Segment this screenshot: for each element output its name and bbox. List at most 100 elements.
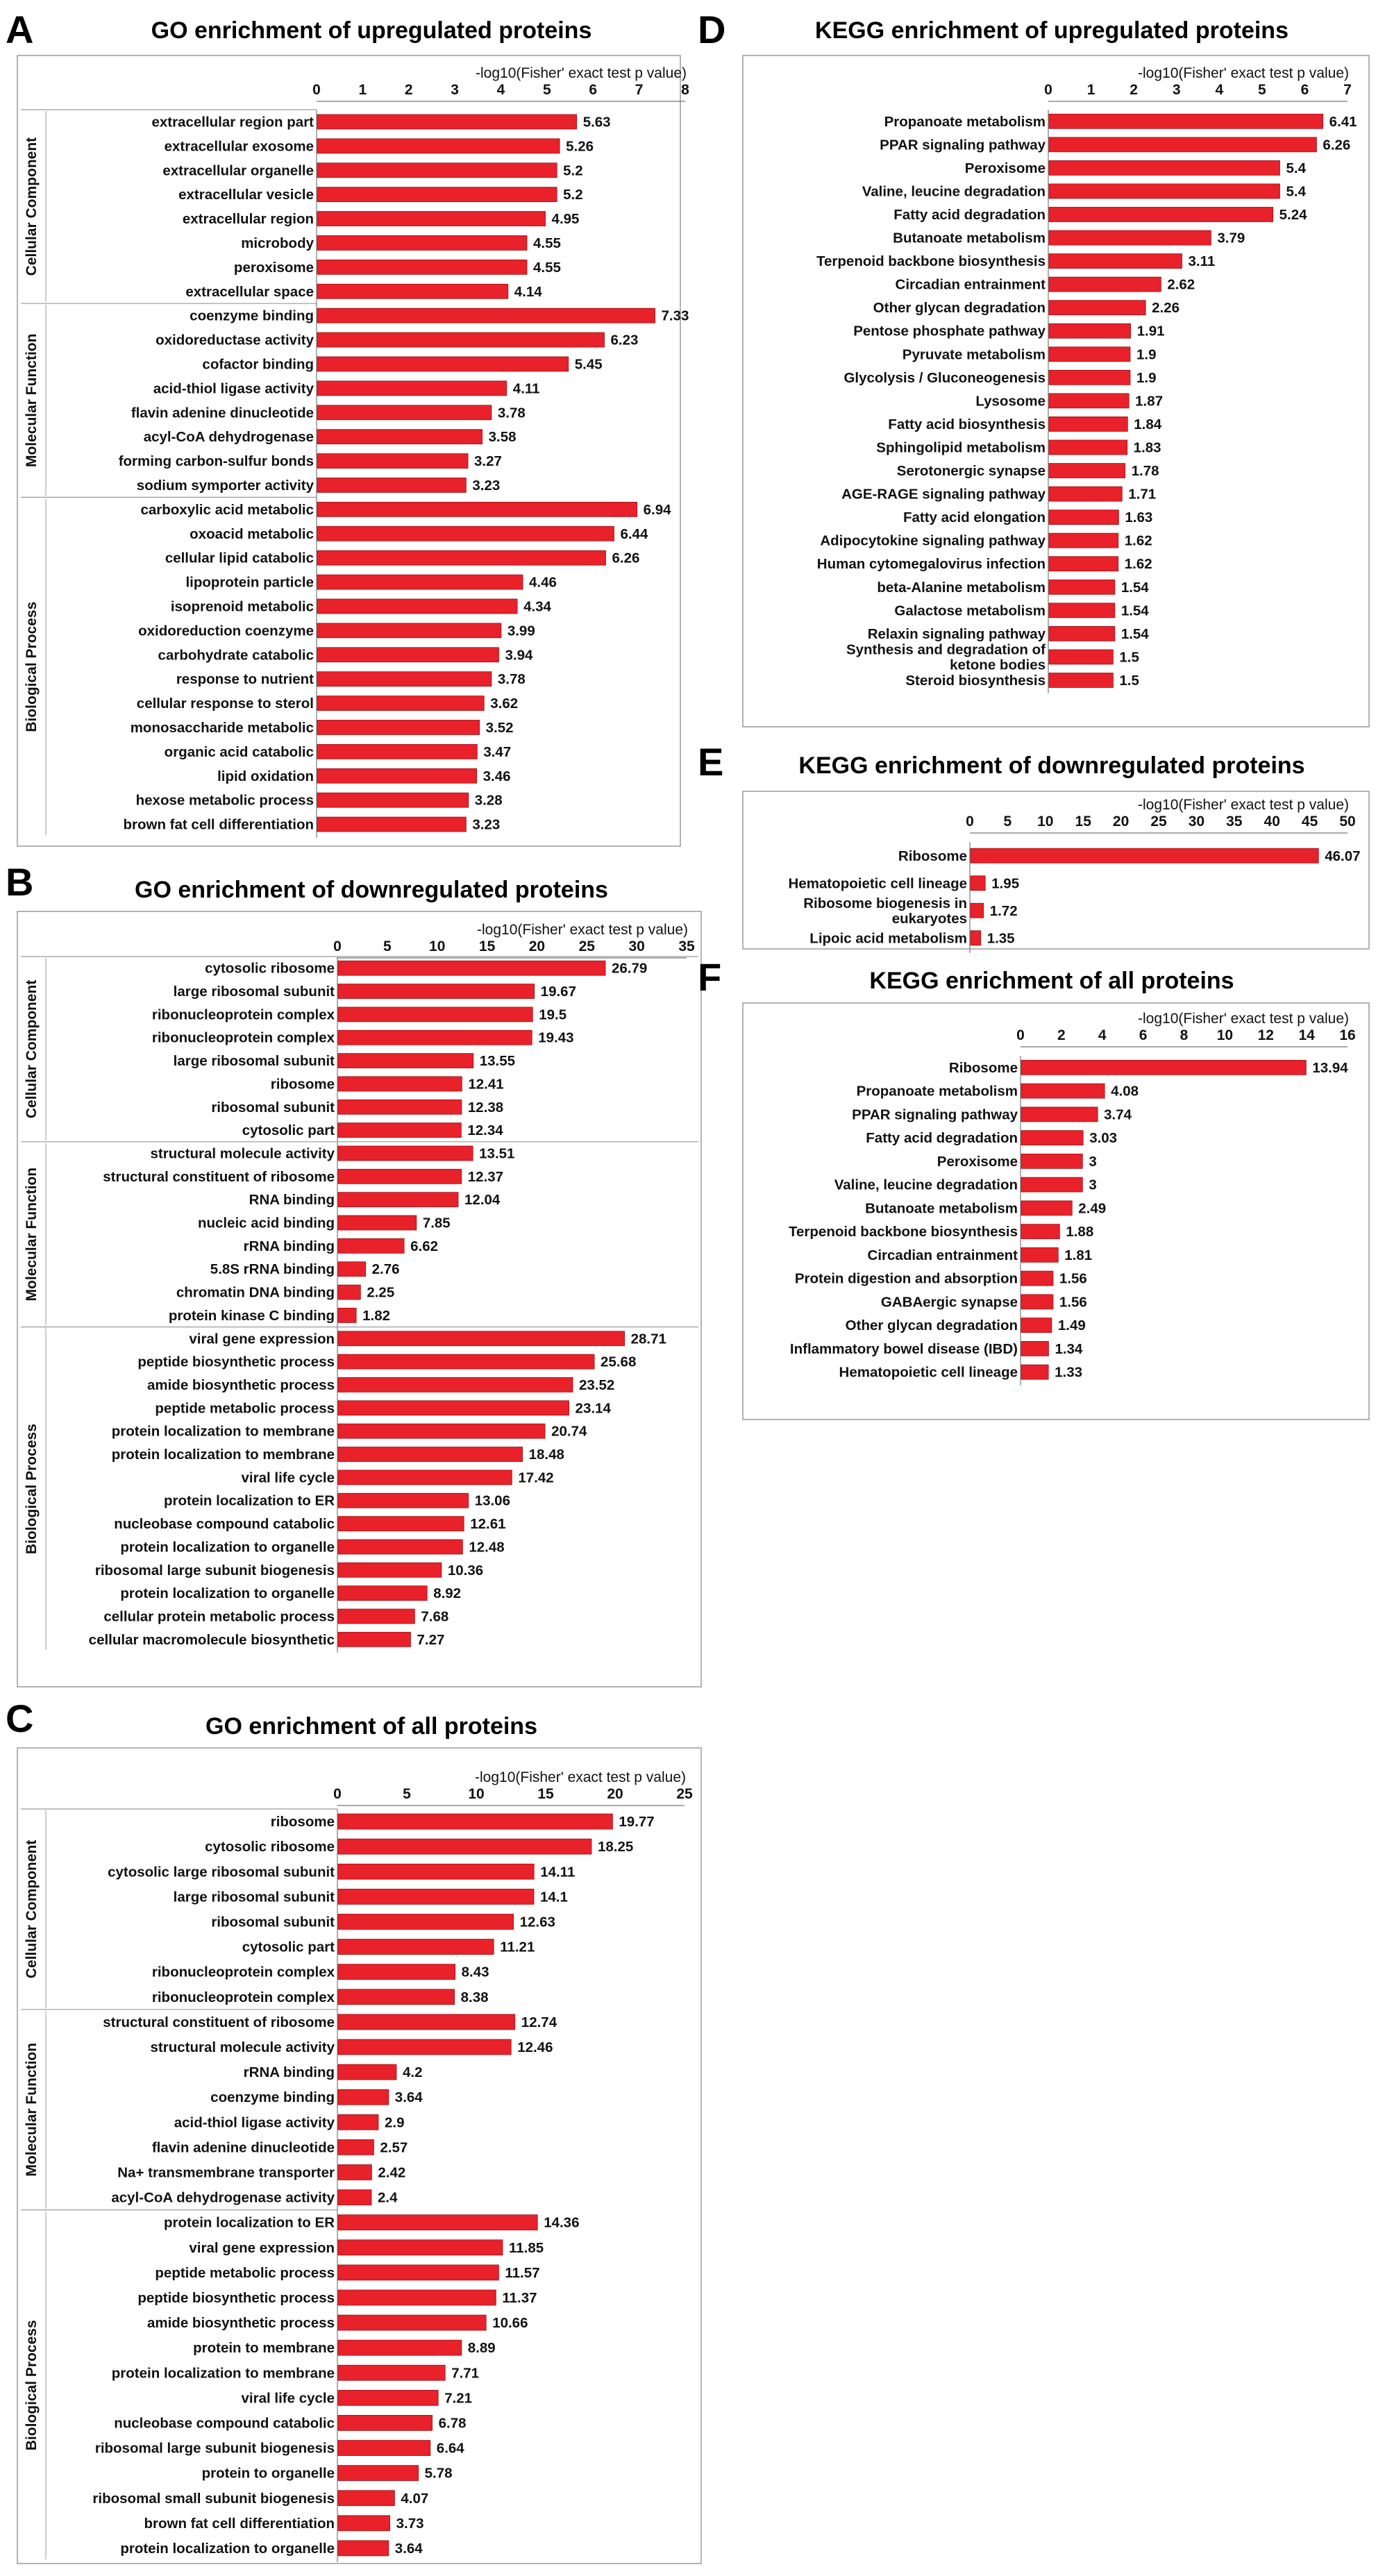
category-label: isoprenoid metabolic [171, 598, 314, 614]
value-label: 13.06 [475, 1493, 510, 1509]
bar [337, 2089, 389, 2105]
bar [317, 623, 502, 639]
bar [1048, 532, 1119, 548]
category-label: viral gene expression [189, 1331, 335, 1347]
bar [337, 1631, 411, 1647]
x-tick-label: 0 [966, 814, 974, 830]
category-label: acyl-CoA dehydrogenase [144, 429, 314, 445]
bar [337, 1308, 357, 1323]
value-label: 1.9 [1136, 346, 1157, 362]
value-label: 14.11 [540, 1864, 575, 1880]
value-label: 6.64 [437, 2441, 464, 2457]
bar [1048, 183, 1280, 199]
category-label: lipoprotein particle [185, 575, 314, 591]
bar [337, 1914, 514, 1930]
category-label: protein localization to membrane [112, 2365, 335, 2381]
bar [337, 2039, 512, 2055]
bar [317, 696, 485, 711]
category-label: Hematopoietic cell lineage [839, 1365, 1018, 1381]
x-tick-label: 6 [1139, 1027, 1148, 1043]
value-label: 3.27 [474, 453, 502, 469]
value-label: 12.74 [521, 2014, 557, 2030]
bar [337, 1813, 613, 1830]
category-label: Steroid biosynthesis [905, 673, 1046, 689]
bar [317, 574, 523, 590]
category-label: GABAergic synapse [881, 1294, 1018, 1310]
bar [337, 2189, 372, 2205]
category-label: cytosolic ribosome [205, 1839, 335, 1855]
bar [317, 380, 507, 396]
value-label: 1.63 [1125, 510, 1152, 525]
bar [337, 1863, 535, 1880]
category-label: acid-thiol ligase activity [153, 380, 314, 396]
bar [1048, 579, 1116, 595]
value-label: 7.68 [421, 1608, 448, 1624]
bar [317, 720, 480, 735]
value-label: 6.41 [1329, 114, 1357, 130]
bar [1021, 1059, 1307, 1075]
value-label: 19.67 [541, 984, 576, 1000]
bar [317, 356, 569, 372]
bar [337, 1423, 546, 1439]
bar [1021, 1153, 1083, 1169]
bar [337, 2314, 487, 2331]
x-tick-label: 25 [1150, 814, 1167, 830]
group-label: Cellular Component [24, 1840, 40, 1979]
value-label: 4.95 [552, 211, 580, 227]
value-label: 5.2 [563, 162, 583, 178]
category-label: peroxisome [234, 260, 314, 276]
category-label: Fatty acid degradation [893, 207, 1046, 223]
bar [1048, 463, 1125, 478]
value-label: 5.4 [1286, 183, 1306, 199]
value-label: 3.73 [396, 2516, 424, 2532]
value-label: 1.82 [362, 1308, 390, 1324]
x-tick-label: 30 [628, 938, 644, 954]
x-tick-label: 15 [479, 938, 496, 954]
category-label: Serotonergic synapse [897, 463, 1046, 479]
value-label: 28.71 [631, 1331, 666, 1347]
category-label: protein localization to ER [164, 2215, 335, 2231]
value-label: 6.78 [439, 2415, 467, 2431]
value-label: 1.91 [1137, 323, 1165, 339]
category-label: Pentose phosphate pathway [853, 323, 1046, 339]
category-label: Other glycan degradation [873, 300, 1046, 316]
panel-c-label: C [6, 1697, 33, 1740]
category-label: Other glycan degradation [846, 1318, 1018, 1333]
value-label: 1.87 [1135, 393, 1163, 409]
bar [337, 1377, 573, 1392]
panel-a-frame [17, 55, 681, 847]
category-label: structural molecule activity [151, 1145, 335, 1161]
value-label: 1.35 [987, 930, 1015, 946]
value-label: 18.25 [598, 1839, 633, 1855]
value-label: 1.62 [1125, 556, 1152, 572]
value-label: 12.61 [470, 1516, 505, 1532]
bar [1048, 113, 1324, 129]
x-tick-label: 1 [359, 82, 367, 98]
bar [317, 283, 509, 299]
x-tick-label: 4 [497, 82, 505, 98]
group-label: Biological Process [24, 1424, 40, 1554]
category-label: carboxylic acid metabolic [140, 502, 314, 518]
category-label: ribonucleoprotein complex [152, 1989, 335, 2005]
bar [1048, 416, 1128, 432]
category-label: response to nutrient [176, 671, 314, 687]
value-label: 12.41 [468, 1076, 503, 1092]
value-label: 46.07 [1325, 848, 1360, 864]
value-label: 3.78 [498, 405, 526, 421]
bar [970, 875, 986, 891]
value-label: 19.77 [619, 1814, 654, 1830]
category-label: Fatty acid elongation [903, 510, 1046, 525]
category-label: cellular lipid catabolic [165, 550, 314, 566]
bar [337, 1447, 523, 1462]
bar [337, 1238, 405, 1254]
value-label: 2.57 [380, 2139, 408, 2155]
category-label: cellular protein metabolic process [103, 1608, 335, 1624]
x-tick-label: 2 [405, 82, 413, 98]
value-label: 20.74 [551, 1424, 587, 1440]
panel-d-title: KEGG enrichment of upregulated proteins [815, 17, 1289, 44]
category-label: organic acid catabolic [165, 744, 314, 760]
category-label: Propanoate metabolism [884, 114, 1046, 130]
x-tick-label: 5 [543, 82, 551, 98]
panel-b-xlabel: -log10(Fisher' exact test p value) [477, 922, 688, 938]
